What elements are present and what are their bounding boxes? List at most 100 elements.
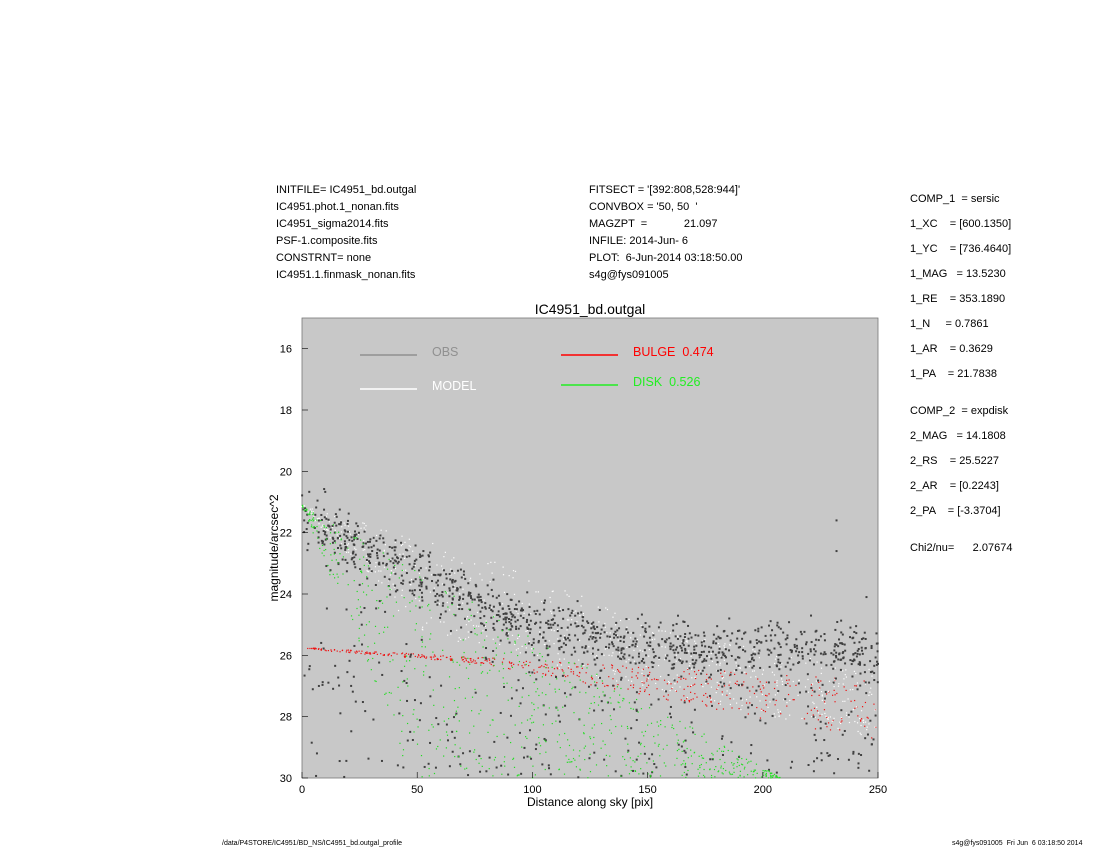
point-obs — [406, 739, 409, 742]
point-bulge — [372, 652, 374, 654]
point-model — [409, 546, 412, 548]
point-obs — [600, 669, 603, 672]
point-obs — [353, 563, 356, 566]
point-model — [625, 661, 627, 663]
point-model — [393, 586, 396, 588]
point-disk — [588, 712, 590, 714]
point-obs — [441, 604, 444, 607]
point-disk — [480, 632, 482, 634]
point-obs — [684, 649, 687, 652]
point-disk — [507, 699, 509, 701]
point-disk — [335, 559, 337, 561]
point-model — [676, 674, 678, 676]
point-model — [462, 575, 465, 577]
point-bulge — [470, 659, 472, 661]
point-disk — [367, 565, 370, 567]
point-bulge — [450, 659, 453, 661]
point-bulge — [854, 685, 856, 687]
point-bulge — [622, 665, 624, 667]
point-obs — [754, 653, 757, 656]
point-obs — [824, 653, 827, 656]
point-disk — [316, 530, 318, 532]
point-obs — [810, 687, 813, 690]
point-bulge — [563, 674, 565, 676]
point-disk — [660, 723, 662, 726]
point-obs — [852, 750, 855, 753]
point-disk — [619, 706, 621, 708]
point-obs — [719, 668, 722, 671]
point-disk — [308, 520, 310, 522]
point-disk — [743, 768, 746, 770]
point-disk — [610, 702, 612, 704]
point-bulge — [510, 662, 512, 665]
point-disk — [616, 686, 619, 688]
point-bulge — [646, 680, 648, 682]
point-disk — [306, 508, 308, 511]
point-model — [578, 659, 580, 661]
point-disk — [329, 543, 331, 545]
point-obs — [307, 542, 310, 545]
point-disk — [453, 613, 455, 616]
header-line: FITSECT = '[392:808,528:944]' — [589, 184, 741, 196]
point-disk — [359, 539, 362, 541]
param-comp2: COMP_2 = expdisk — [910, 405, 1009, 417]
point-obs — [332, 687, 335, 690]
point-disk — [366, 576, 368, 578]
point-model — [847, 698, 849, 700]
point-disk — [496, 735, 498, 738]
point-obs — [524, 651, 527, 654]
point-obs — [757, 630, 760, 633]
point-model — [453, 585, 455, 587]
point-model — [476, 611, 479, 614]
point-disk — [627, 727, 629, 730]
point-bulge — [345, 651, 347, 653]
point-model — [559, 608, 561, 610]
point-obs — [682, 639, 685, 642]
point-disk — [539, 653, 541, 655]
point-model — [675, 654, 677, 656]
point-bulge — [475, 662, 478, 664]
point-disk — [580, 665, 582, 667]
point-bulge — [465, 659, 467, 662]
point-obs — [484, 629, 487, 632]
point-bulge — [314, 647, 316, 649]
point-obs — [784, 665, 787, 668]
point-obs — [712, 642, 715, 645]
point-obs — [462, 570, 465, 573]
point-obs — [593, 709, 596, 712]
point-disk — [402, 715, 404, 717]
point-obs — [851, 637, 854, 640]
point-disk — [468, 608, 470, 610]
point-disk — [526, 719, 529, 721]
point-model — [478, 625, 480, 627]
point-obs — [767, 653, 770, 656]
point-disk — [421, 776, 423, 778]
point-model — [354, 547, 356, 549]
point-model — [708, 656, 710, 658]
point-obs — [673, 651, 676, 654]
point-obs — [434, 595, 437, 598]
point-obs — [695, 659, 698, 662]
point-disk — [573, 712, 575, 714]
point-obs — [528, 606, 531, 609]
point-obs — [534, 622, 537, 625]
point-disk — [503, 733, 505, 735]
point-disk — [382, 552, 384, 554]
point-model — [363, 522, 365, 525]
param-comp2: 2_AR = [0.2243] — [910, 480, 999, 492]
point-disk — [586, 667, 588, 669]
point-obs — [694, 661, 697, 664]
point-obs — [690, 721, 693, 724]
point-model — [493, 615, 495, 617]
point-disk — [339, 553, 341, 555]
point-bulge — [557, 668, 559, 670]
point-obs — [747, 660, 750, 663]
point-bulge — [683, 688, 685, 690]
header-line: CONSTRNT= none — [276, 252, 372, 264]
point-disk — [420, 754, 423, 757]
point-disk — [753, 769, 755, 771]
point-model — [327, 529, 329, 531]
point-disk — [723, 745, 725, 747]
point-obs — [323, 508, 326, 511]
point-obs — [868, 681, 871, 684]
